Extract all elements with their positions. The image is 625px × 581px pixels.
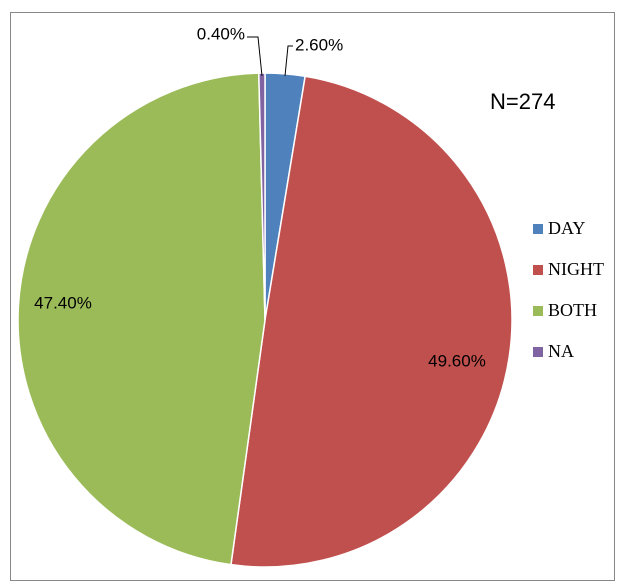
legend-swatch — [533, 265, 543, 275]
data-label: 0.40% — [197, 24, 245, 43]
data-label: 47.40% — [34, 293, 92, 312]
legend-label: NA — [548, 341, 574, 361]
data-label: 49.60% — [428, 351, 486, 370]
annotation: N=274 — [490, 89, 555, 114]
legend-swatch — [533, 224, 543, 234]
data-label: 2.60% — [295, 35, 343, 54]
legend-label: NIGHT — [548, 259, 604, 279]
leader-line — [284, 45, 293, 77]
legend-swatch — [533, 306, 543, 316]
pie-slice — [17, 72, 266, 566]
leader-line — [247, 36, 263, 77]
pie-slice — [230, 75, 513, 568]
legend-label: DAY — [548, 218, 585, 238]
legend-label: BOTH — [548, 300, 597, 320]
legend-swatch — [533, 347, 543, 357]
